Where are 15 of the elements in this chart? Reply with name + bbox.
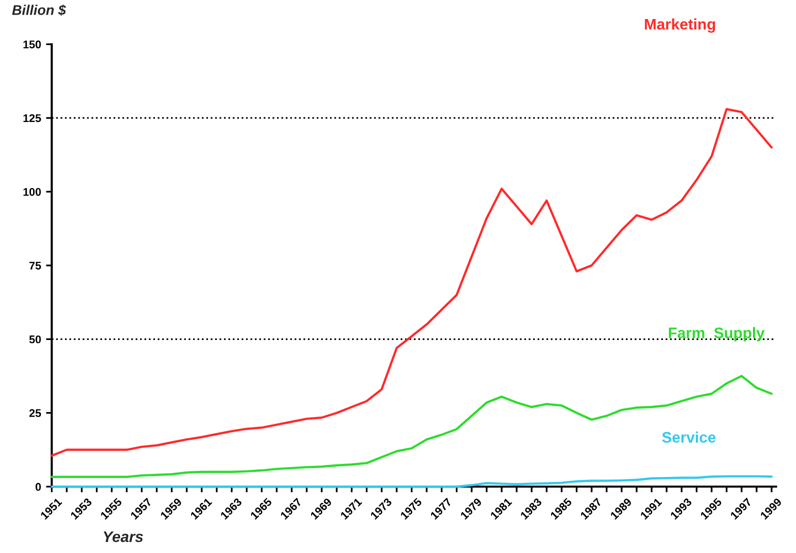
y-tick-label: 150 bbox=[23, 40, 41, 48]
text: Marketing bbox=[644, 18, 716, 33]
y-tick-label: 100 bbox=[23, 188, 41, 196]
y-axis-title: Billion $ bbox=[12, 4, 66, 16]
line-series bbox=[50, 374, 773, 478]
line-series bbox=[50, 475, 773, 488]
line-series bbox=[50, 108, 773, 457]
y-tick-label: 25 bbox=[29, 409, 42, 418]
text: Farm Supply bbox=[668, 327, 765, 342]
y-tick-label: 125 bbox=[23, 114, 42, 122]
y-tick-label: 50 bbox=[29, 335, 41, 344]
y-tick-label: 75 bbox=[29, 262, 42, 270]
x-axis-title: Years bbox=[104, 531, 143, 542]
y-tick-label: 0 bbox=[36, 482, 41, 491]
text: Service bbox=[662, 432, 716, 443]
